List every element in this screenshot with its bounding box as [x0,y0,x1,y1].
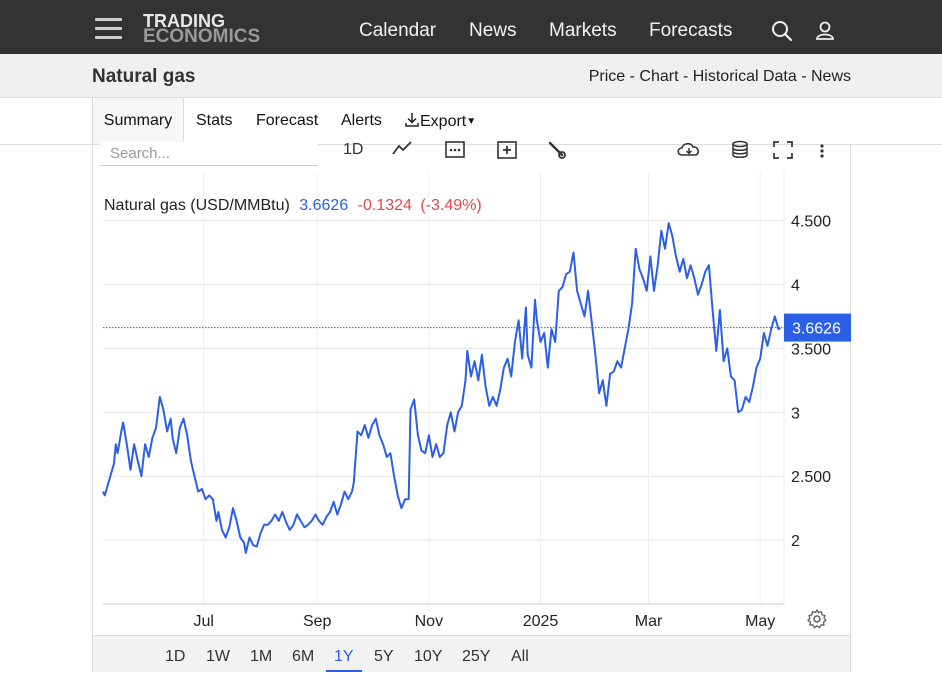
more-options-icon[interactable] [814,140,830,160]
range-all[interactable]: All [511,648,529,665]
nav-forecasts[interactable]: Forecasts [649,20,733,41]
logo-line-2: ECONOMICS [143,26,261,47]
range-1d[interactable]: 1D [165,648,186,665]
user-icon[interactable] [814,20,836,42]
tabs-row: Summary Stats Forecast Alerts Export▼ [0,98,942,145]
chart-container [92,144,851,672]
page-title: Natural gas [92,66,196,87]
top-navigation-bar: TRADING ECONOMICS Calendar News Markets … [0,0,942,54]
compare-add-icon[interactable] [496,140,518,160]
database-icon[interactable] [731,140,749,160]
download-icon [405,113,419,127]
range-1m[interactable]: 1M [250,648,273,665]
fullscreen-icon[interactable] [772,140,794,160]
range-5y[interactable]: 5Y [374,648,394,665]
export-dropdown[interactable]: Export▼ [404,112,476,131]
nav-calendar[interactable]: Calendar [359,20,437,41]
search-input[interactable] [100,142,318,166]
range-6m[interactable]: 6M [292,648,315,665]
site-logo[interactable]: TRADING ECONOMICS [143,11,261,47]
range-25y[interactable]: 25Y [462,648,491,665]
tab-summary[interactable]: Summary [92,98,184,144]
interval-selector[interactable]: 1D [343,141,364,158]
indicators-icon[interactable] [444,140,466,160]
range-1y[interactable]: 1Y [326,648,362,672]
section-links[interactable]: Price - Chart - Historical Data - News [588,68,851,85]
line-chart-icon[interactable] [391,140,413,158]
range-selector: 1D 1W 1M 6M 1Y 5Y 10Y 25Y All [93,635,850,672]
chart-settings-gear-icon[interactable] [806,608,828,630]
nav-news[interactable]: News [469,20,517,41]
menu-icon[interactable] [95,18,122,39]
nav-markets[interactable]: Markets [549,20,617,41]
cloud-download-icon[interactable] [676,140,702,160]
export-label: Export [420,113,467,130]
tab-alerts[interactable]: Alerts [341,112,382,129]
wrench-icon[interactable] [546,140,568,160]
search-icon[interactable] [771,20,793,42]
logo-line-1: TRADING [143,11,225,31]
page-header: Natural gas Price - Chart - Historical D… [0,54,942,98]
range-10y[interactable]: 10Y [414,648,443,665]
tab-forecast[interactable]: Forecast [256,112,319,129]
caret-down-icon: ▼ [466,116,477,127]
tab-stats[interactable]: Stats [196,112,233,129]
range-1w[interactable]: 1W [206,648,230,665]
